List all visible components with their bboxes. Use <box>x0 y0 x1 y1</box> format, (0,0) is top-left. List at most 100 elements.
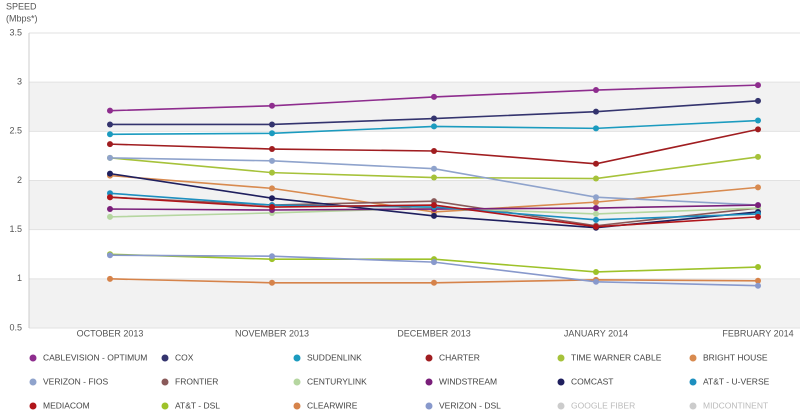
legend-label: SUDDENLINK <box>307 352 362 362</box>
legend-label: CLEARWIRE <box>307 400 358 410</box>
data-point <box>107 141 113 148</box>
data-point <box>269 204 275 211</box>
data-point <box>755 82 761 89</box>
y-tick-label: 2.5 <box>9 126 22 136</box>
legend-label: VERIZON - DSL <box>439 400 501 410</box>
data-point <box>431 123 437 130</box>
data-point <box>593 87 599 94</box>
y-tick-label: 3.5 <box>9 27 22 37</box>
legend-marker <box>161 354 169 362</box>
legend-marker <box>29 354 37 362</box>
data-point <box>755 282 761 289</box>
data-point <box>269 195 275 202</box>
data-point <box>431 174 437 181</box>
x-tick-label: FEBRUARY 2014 <box>722 328 793 338</box>
legend-label: VERIZON - FIOS <box>43 376 109 386</box>
legend-marker <box>425 378 433 386</box>
legend-marker <box>689 402 697 410</box>
data-point <box>107 170 113 177</box>
data-point <box>593 278 599 285</box>
legend-marker <box>293 402 301 410</box>
data-point <box>431 93 437 100</box>
series-line <box>109 128 759 165</box>
data-point <box>593 223 599 230</box>
data-point <box>755 117 761 124</box>
plot-band <box>29 278 800 328</box>
legend-label: FRONTIER <box>175 376 218 386</box>
legend-marker <box>293 354 301 362</box>
legend-label: CENTURYLINK <box>307 376 367 386</box>
data-point <box>593 108 599 115</box>
data-point <box>269 146 275 153</box>
data-point <box>755 126 761 133</box>
data-point <box>107 194 113 201</box>
legend-marker <box>557 402 565 410</box>
legend-label: MIDCONTINENT <box>703 400 768 410</box>
data-point <box>431 202 437 209</box>
data-point <box>431 212 437 219</box>
legend-label: TIME WARNER CABLE <box>571 352 662 362</box>
x-tick-label: DECEMBER 2013 <box>397 328 471 338</box>
data-point <box>269 185 275 192</box>
data-point <box>755 213 761 220</box>
legend-label: CABLEVISION - OPTIMUM <box>43 352 147 362</box>
data-point <box>269 279 275 286</box>
data-point <box>755 264 761 271</box>
data-point <box>593 160 599 167</box>
y-tick-label: 0.5 <box>9 322 22 332</box>
legend-marker <box>293 378 301 386</box>
legend-label: MEDIACOM <box>43 400 90 410</box>
data-point <box>269 130 275 137</box>
x-tick-label: JANUARY 2014 <box>564 328 628 338</box>
legend-label: WINDSTREAM <box>439 376 497 386</box>
y-tick-label: 1.5 <box>9 224 22 234</box>
data-point <box>593 125 599 132</box>
data-point <box>269 102 275 109</box>
data-point <box>431 148 437 154</box>
data-point <box>593 175 599 182</box>
data-point <box>107 121 113 128</box>
y-tick-label: 1 <box>17 273 22 283</box>
data-point <box>593 210 599 217</box>
data-point <box>107 107 113 114</box>
data-point <box>107 154 113 161</box>
legend-marker <box>689 378 697 386</box>
y-tick-label: 3 <box>17 77 22 87</box>
legend-marker <box>425 354 433 362</box>
legend-marker <box>29 378 37 386</box>
data-point <box>431 279 437 286</box>
data-point <box>593 268 599 275</box>
data-point <box>431 115 437 122</box>
data-point <box>107 206 113 213</box>
x-tick-label: NOVEMBER 2013 <box>235 328 309 338</box>
data-point <box>107 131 113 138</box>
data-point <box>269 121 275 128</box>
data-point <box>593 205 599 212</box>
legend-marker <box>557 378 565 386</box>
legend-marker <box>161 402 169 410</box>
data-point <box>755 277 761 284</box>
data-point <box>269 253 275 260</box>
y-axis-title: SPEED <box>6 1 37 11</box>
legend-label: AT&T - DSL <box>175 400 220 410</box>
data-point <box>107 252 113 259</box>
legend-label: COX <box>175 352 194 362</box>
data-point <box>755 97 761 104</box>
data-point <box>755 153 761 160</box>
data-point <box>593 199 599 206</box>
legend-marker <box>557 354 565 362</box>
data-point <box>269 157 275 164</box>
data-point <box>107 213 113 220</box>
data-point <box>107 275 113 282</box>
data-point <box>269 169 275 176</box>
legend-label: CHARTER <box>439 352 480 362</box>
data-point <box>755 202 761 209</box>
y-axis-subtitle: (Mbps*) <box>6 13 38 23</box>
legend-marker <box>425 402 433 410</box>
legend-marker <box>161 378 169 386</box>
data-point <box>593 216 599 223</box>
legend-marker <box>689 354 697 362</box>
legend-label: AT&T - U-VERSE <box>703 376 770 386</box>
legend-label: GOOGLE FIBER <box>571 400 635 410</box>
